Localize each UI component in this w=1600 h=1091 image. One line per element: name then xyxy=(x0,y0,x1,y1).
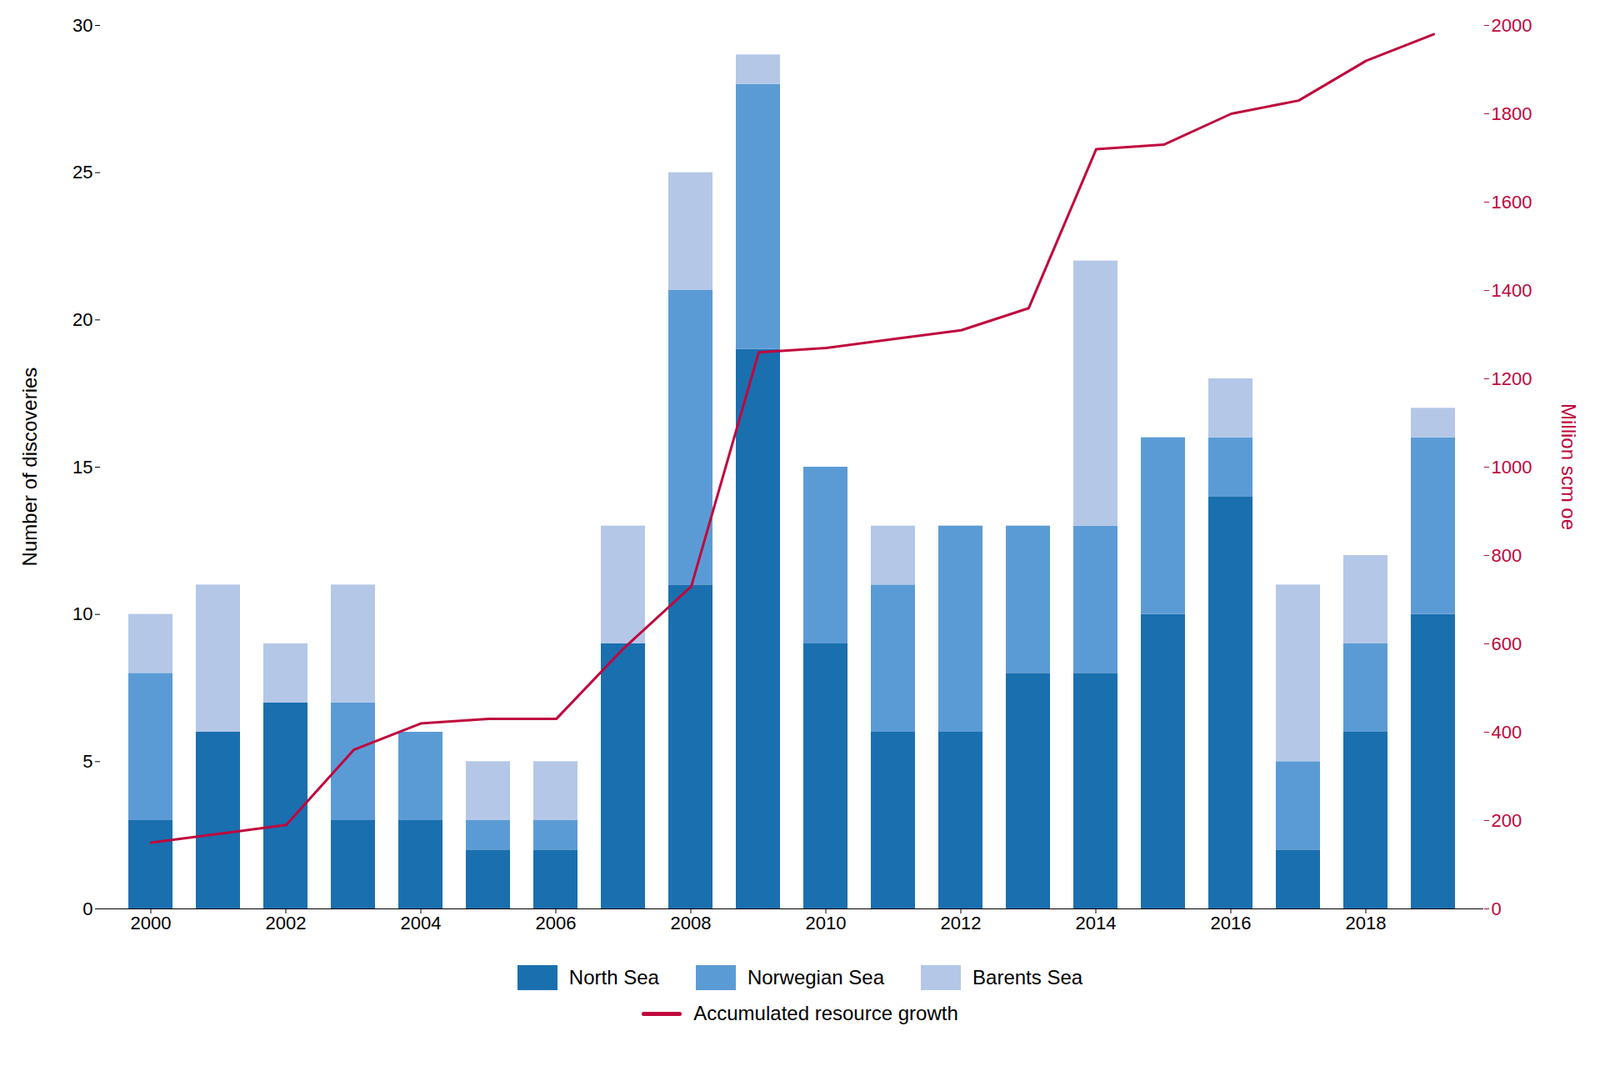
svg-text:25: 25 xyxy=(72,161,93,183)
svg-text:400: 400 xyxy=(1491,721,1523,743)
svg-text:2006: 2006 xyxy=(535,912,577,934)
svg-text:2016: 2016 xyxy=(1210,912,1252,934)
svg-text:1800: 1800 xyxy=(1491,103,1533,125)
html-text:Barents Sea: Barents Sea xyxy=(972,965,1083,989)
svg-text:2004: 2004 xyxy=(400,912,442,934)
svg-text:20: 20 xyxy=(72,309,93,330)
html-text:Norwegian Sea: Norwegian Sea xyxy=(747,965,885,989)
svg-text:2014: 2014 xyxy=(1075,912,1117,934)
svg-text:0: 0 xyxy=(1491,898,1502,920)
svg-text:30: 30 xyxy=(72,15,93,36)
svg-text:0: 0 xyxy=(82,898,93,920)
html-text:North Sea: North Sea xyxy=(569,965,660,989)
html-text:Million scm oe: Million scm oe xyxy=(1557,403,1580,530)
svg-text:5: 5 xyxy=(82,750,93,772)
html-text:Accumulated resource growth: Accumulated resource growth xyxy=(693,1001,959,1025)
svg-text:1200: 1200 xyxy=(1491,368,1533,390)
svg-text:2002: 2002 xyxy=(265,912,307,934)
svg-text:200: 200 xyxy=(1491,810,1523,831)
svg-text:2008: 2008 xyxy=(670,912,712,934)
svg-text:10: 10 xyxy=(72,603,93,625)
svg-text:2010: 2010 xyxy=(805,912,847,934)
svg-text:1400: 1400 xyxy=(1491,280,1533,301)
svg-text:1600: 1600 xyxy=(1491,191,1533,213)
svg-text:600: 600 xyxy=(1491,633,1523,655)
svg-text:2018: 2018 xyxy=(1345,912,1387,934)
svg-text:800: 800 xyxy=(1491,545,1523,566)
svg-text:1000: 1000 xyxy=(1491,456,1533,478)
svg-text:2000: 2000 xyxy=(1491,15,1533,36)
html-text:Number of discoveries: Number of discoveries xyxy=(18,367,41,567)
svg-text:2012: 2012 xyxy=(940,912,982,934)
svg-text:15: 15 xyxy=(72,456,93,478)
svg-text:2000: 2000 xyxy=(130,912,172,934)
